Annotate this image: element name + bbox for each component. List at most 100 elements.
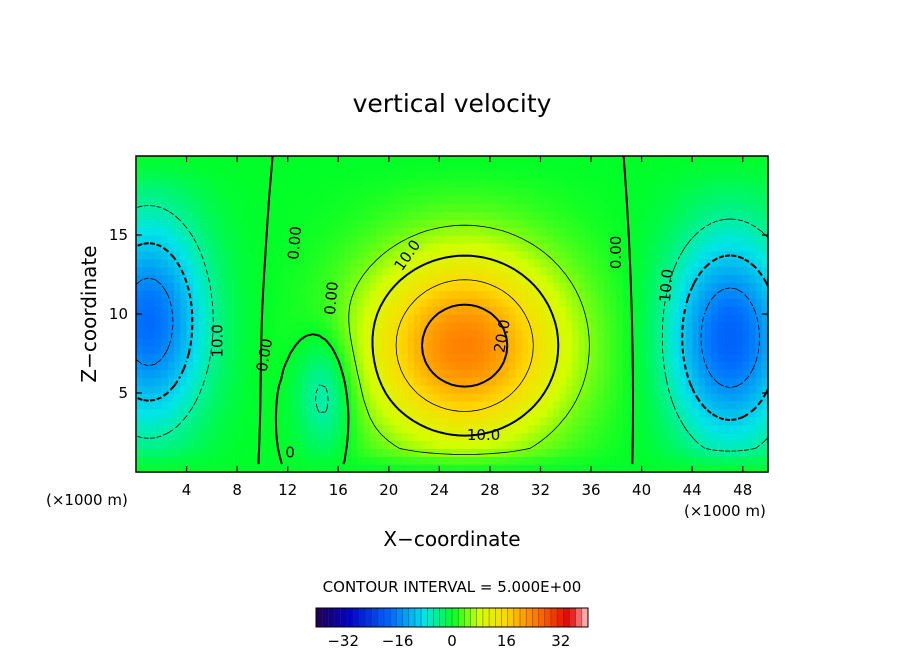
field-cell — [679, 385, 687, 394]
field-cell — [685, 337, 693, 347]
field-cell — [407, 156, 415, 165]
field-cell — [616, 171, 624, 181]
field-cell — [540, 400, 548, 410]
field-cell — [489, 385, 497, 394]
field-cell — [616, 464, 624, 473]
field-cell — [464, 448, 472, 457]
field-cell — [268, 432, 276, 441]
field-cell — [433, 329, 440, 339]
field-cell — [363, 235, 371, 244]
field-cell — [540, 227, 548, 236]
field-cell — [281, 337, 289, 347]
colorbar-segment — [495, 608, 502, 627]
field-cell — [357, 377, 365, 386]
field-cell — [673, 266, 681, 276]
field-cell — [224, 282, 232, 291]
field-cell — [306, 187, 314, 197]
field-cell — [452, 156, 459, 165]
field-cell — [622, 408, 630, 418]
colorbar-segment — [520, 608, 527, 627]
field-cell — [382, 369, 390, 378]
field-cell — [173, 179, 181, 189]
field-cell — [275, 329, 282, 339]
field-cell — [369, 195, 377, 204]
field-cell — [167, 258, 175, 268]
field-cell — [470, 195, 478, 204]
field-cell — [268, 203, 276, 212]
field-cell — [521, 393, 529, 402]
field-cell — [591, 211, 598, 220]
field-cell — [470, 258, 478, 268]
field-cell — [173, 361, 181, 370]
field-cell — [698, 456, 706, 465]
field-cell — [376, 179, 384, 189]
field-cell — [749, 156, 756, 165]
field-cell — [477, 282, 485, 291]
field-cell — [534, 290, 542, 299]
field-cell — [464, 211, 472, 220]
field-cell — [186, 385, 194, 394]
field-cell — [635, 163, 643, 173]
field-cell — [458, 266, 466, 276]
field-cell — [275, 179, 282, 189]
field-cell — [325, 329, 333, 339]
field-cell — [603, 416, 611, 426]
field-cell — [597, 400, 605, 410]
field-cell — [331, 156, 339, 165]
field-cell — [287, 163, 295, 173]
field-cell — [148, 464, 156, 473]
field-cell — [363, 258, 371, 268]
field-cell — [755, 408, 763, 418]
field-cell — [395, 456, 403, 465]
field-cell — [161, 156, 169, 165]
field-cell — [249, 290, 257, 299]
field-cell — [331, 298, 339, 307]
field-cell — [477, 227, 485, 236]
field-cell — [673, 211, 681, 220]
field-cell — [376, 400, 384, 410]
field-cell — [572, 329, 579, 339]
field-cell — [521, 179, 529, 189]
contour-label: 0 — [285, 444, 295, 462]
field-cell — [218, 179, 226, 189]
field-cell — [660, 298, 668, 307]
field-cell — [654, 424, 662, 434]
field-cell — [275, 266, 282, 276]
field-cell — [622, 258, 630, 268]
field-cell — [407, 219, 415, 228]
field-cell — [420, 235, 428, 244]
field-cell — [452, 298, 459, 307]
field-cell — [749, 353, 756, 362]
field-cell — [199, 219, 207, 228]
field-cell — [679, 400, 687, 410]
field-cell — [489, 282, 497, 291]
field-cell — [414, 377, 421, 386]
field-cell — [584, 321, 592, 331]
field-cell — [224, 211, 232, 220]
field-cell — [546, 156, 554, 165]
field-cell — [300, 306, 308, 315]
field-cell — [761, 227, 769, 236]
field-cell — [350, 424, 358, 434]
field-cell — [300, 227, 308, 236]
field-cell — [546, 361, 554, 370]
field-cell — [136, 179, 143, 189]
field-cell — [294, 227, 301, 236]
contour-label: 0.00 — [253, 337, 277, 373]
field-cell — [249, 171, 257, 181]
field-cell — [205, 440, 213, 449]
field-cell — [363, 456, 371, 465]
field-cell — [515, 314, 523, 323]
field-cell — [338, 282, 346, 291]
field-cell — [218, 321, 226, 331]
field-cell — [489, 211, 497, 220]
field-cell — [338, 337, 346, 347]
field-cell — [483, 385, 491, 394]
field-cell — [540, 432, 548, 441]
field-cell — [350, 290, 358, 299]
field-cell — [711, 235, 719, 244]
field-cell — [237, 298, 245, 307]
field-cell — [660, 163, 668, 173]
field-cell — [319, 456, 327, 465]
field-cell — [344, 314, 352, 323]
